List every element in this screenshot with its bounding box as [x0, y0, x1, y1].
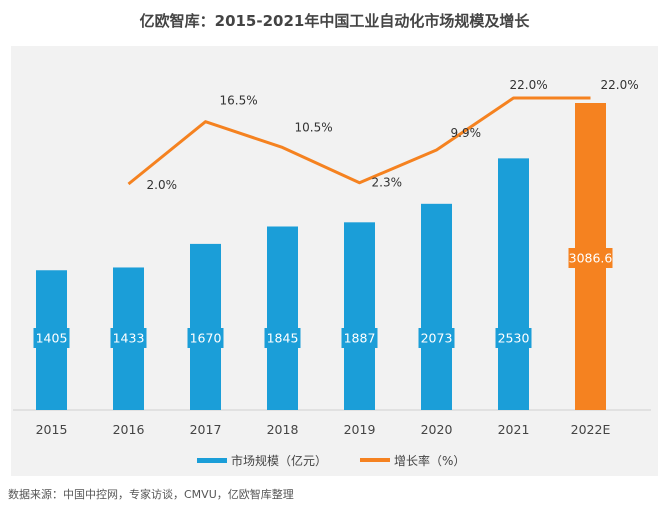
line-data-label: 10.5% — [295, 120, 333, 134]
bar-value-label: 3086.6 — [569, 251, 613, 266]
line-data-label: 22.0% — [510, 78, 548, 92]
chart-panel: 1405 1433 1670 1845 1887 2073 2530 3086.6 2015 20… — [11, 46, 658, 476]
bar — [344, 222, 375, 410]
x-tick-label: 2021 — [498, 422, 530, 437]
line-data-label: 2.3% — [372, 176, 403, 190]
growth-rate-line — [127, 96, 591, 186]
x-tick-label: 2022E — [571, 422, 611, 437]
line-data-label: 2.0% — [147, 178, 178, 192]
bar-value-label-bg — [341, 328, 378, 348]
x-tick-label: 2017 — [190, 422, 222, 437]
bar — [190, 243, 221, 410]
page-title: 亿欧智库：2015-2021年中国工业自动化市场规模及增长 — [139, 12, 530, 30]
bar — [267, 226, 298, 410]
x-tick-label: 2019 — [344, 422, 376, 437]
bar-value-label: 1433 — [113, 331, 145, 346]
x-tick-label: 2015 — [36, 422, 68, 437]
bar-value-label-bg — [418, 328, 455, 348]
bar-value-label: 1845 — [267, 331, 299, 346]
bar-value-label: 2073 — [421, 331, 453, 346]
source-note: 数据来源：中国中控网，专家访谈，CMVU，亿欧智库整理 — [8, 488, 294, 501]
bar-value-label: 1670 — [190, 331, 222, 346]
chart-svg: 1405 1433 1670 1845 1887 2073 2530 3086.6 2015 20… — [13, 78, 651, 468]
line-data-label: 9.9% — [451, 126, 482, 140]
legend-bar-swatch — [197, 458, 227, 463]
line-data-label: 22.0% — [601, 78, 639, 92]
bar-value-label-bg — [568, 248, 613, 268]
legend-bar-label: 市场规模（亿元） — [231, 453, 327, 468]
x-tick-label: 2018 — [267, 422, 299, 437]
bar-value-label: 2530 — [498, 331, 530, 346]
bar — [421, 203, 452, 410]
legend-line-label: 增长率（%） — [394, 453, 465, 468]
bar-value-label-bg — [495, 328, 532, 348]
x-tick-label: 2016 — [113, 422, 145, 437]
line-data-label: 16.5% — [220, 94, 258, 108]
bar-value-label-bg — [110, 328, 147, 348]
bar-value-label: 1887 — [344, 331, 376, 346]
bar — [498, 158, 529, 410]
legend-line-swatch — [360, 458, 390, 462]
x-tick-label: 2020 — [421, 422, 453, 437]
bar-value-label-bg — [33, 328, 70, 348]
bar-value-label-bg — [187, 328, 224, 348]
bar-value-label: 1405 — [36, 331, 68, 346]
bar-value-label-bg — [264, 328, 301, 348]
